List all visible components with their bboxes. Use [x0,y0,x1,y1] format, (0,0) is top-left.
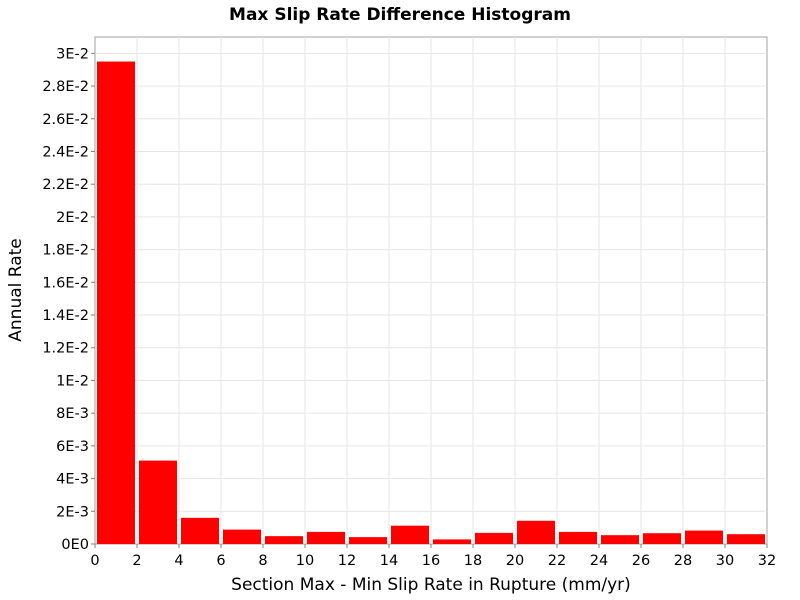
x-tick-label: 30 [716,553,734,569]
grid-lines [95,37,767,544]
x-tick-label: 20 [506,553,524,569]
x-tick-label: 12 [338,553,356,569]
x-tick-label: 28 [674,553,692,569]
y-tick-label: 1.2E-2 [42,341,89,357]
y-tick-label: 1.8E-2 [42,243,89,259]
y-axis-ticks: 0E0 2E-3 4E-3 6E-3 8E-3 1E-2 1.2E-2 1.4E-2 1.6E-… [42,46,95,553]
x-tick-label: 2 [132,553,141,569]
x-tick-label: 16 [422,553,440,569]
y-tick-label: 3E-2 [56,46,89,62]
histogram-bar [517,520,555,544]
y-tick-label: 2E-3 [56,504,89,520]
histogram-bar [139,460,177,544]
histogram-bar [349,537,387,544]
x-tick-label: 32 [758,553,776,569]
x-axis-label: Section Max - Min Slip Rate in Rupture (… [231,575,631,595]
x-tick-label: 4 [174,553,183,569]
histogram-bar [307,531,345,544]
y-axis-label: Annual Rate [6,238,26,341]
histogram-bar [181,517,219,544]
histogram-bar [685,530,723,544]
x-tick-label: 0 [90,553,99,569]
x-tick-label: 26 [632,553,650,569]
x-tick-label: 18 [464,553,482,569]
y-tick-label: 2.4E-2 [42,144,89,160]
x-tick-label: 8 [258,553,267,569]
x-tick-label: 22 [548,553,566,569]
y-tick-label: 2.6E-2 [42,112,89,128]
histogram-bar [475,532,513,544]
y-tick-label: 2.8E-2 [42,79,89,95]
y-tick-label: 2E-2 [56,210,89,226]
y-tick-label: 4E-3 [56,472,89,488]
x-axis-ticks: 0 2 4 6 8 10 12 14 16 18 20 22 24 26 28 30 32 [90,544,776,569]
histogram-bar [727,534,765,544]
bars [97,61,765,544]
chart-title: Max Slip Rate Difference Histogram [229,5,571,25]
histogram-bar [97,61,135,544]
x-tick-label: 24 [590,553,608,569]
x-tick-label: 6 [216,553,225,569]
histogram-bar [601,535,639,544]
y-tick-label: 1.4E-2 [42,308,89,324]
y-tick-label: 2.2E-2 [42,177,89,193]
y-tick-label: 1E-2 [56,373,89,389]
y-tick-label: 6E-3 [56,439,89,455]
histogram-bar [643,533,681,544]
y-tick-label: 8E-3 [56,406,89,422]
x-tick-label: 14 [380,553,398,569]
y-tick-label: 0E0 [61,537,89,553]
histogram-bar [433,539,471,544]
histogram-bar [223,529,261,544]
histogram-bar [559,531,597,544]
histogram-bar [391,525,429,544]
y-tick-label: 1.6E-2 [42,275,89,291]
x-tick-label: 10 [296,553,314,569]
histogram-bar [265,536,303,544]
